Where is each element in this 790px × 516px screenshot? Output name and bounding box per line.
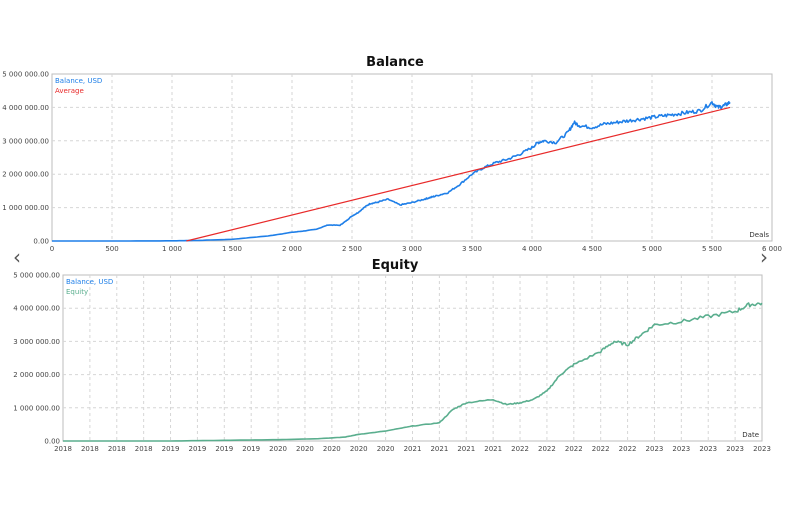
equity-x-tick-label: 2020 (377, 445, 395, 453)
balance-x-tick-label: 1 500 (222, 245, 242, 253)
equity-x-tick-label: 2020 (350, 445, 368, 453)
balance-x-axis-label: Deals (749, 231, 769, 239)
balance-y-tick-label: 3 000 000.00 (2, 137, 49, 145)
equity-x-tick-label: 2022 (592, 445, 610, 453)
balance-x-tick-label: 500 (105, 245, 118, 253)
equity-x-tick-label: 2020 (269, 445, 287, 453)
equity-x-tick-label: 2023 (753, 445, 771, 453)
equity-chart-title: Equity (371, 258, 419, 273)
balance-x-tick-label: 2 000 (282, 245, 302, 253)
equity-x-tick-label: 2023 (726, 445, 744, 453)
chevron-left-icon[interactable]: ‹ (13, 245, 21, 269)
balance-series-0-line (52, 101, 731, 242)
balance-x-tick-label: 5 500 (702, 245, 722, 253)
equity-y-tick-label: 3 000 000.00 (13, 338, 60, 346)
equity-x-tick-label: 2023 (672, 445, 690, 453)
equity-x-tick-label: 2020 (296, 445, 314, 453)
equity-x-tick-label: 2020 (323, 445, 341, 453)
equity-legend-entry: Balance, USD (66, 278, 113, 286)
equity-y-tick-label: 5 000 000.00 (13, 272, 60, 280)
balance-y-tick-label: 2 000 000.00 (2, 171, 49, 179)
balance-x-tick-label: 1 000 (162, 245, 182, 253)
balance-series-1-line (186, 106, 731, 242)
equity-x-tick-label: 2018 (81, 445, 99, 453)
balance-x-tick-label: 4 000 (522, 245, 542, 253)
equity-series-1-line (63, 302, 763, 442)
balance-x-tick-label: 2 500 (342, 245, 362, 253)
equity-legend-entry: Equity (66, 288, 88, 296)
equity-x-tick-label: 2019 (189, 445, 207, 453)
equity-x-tick-label: 2021 (484, 445, 502, 453)
equity-x-tick-label: 2021 (457, 445, 475, 453)
equity-x-tick-label: 2018 (135, 445, 153, 453)
balance-x-tick-label: 3 500 (462, 245, 482, 253)
balance-chart-title: Balance (366, 55, 424, 70)
balance-x-tick-label: 3 000 (402, 245, 422, 253)
equity-x-axis-label: Date (742, 431, 759, 439)
balance-legend-entry: Balance, USD (55, 77, 102, 85)
equity-x-tick-label: 2019 (242, 445, 260, 453)
equity-x-tick-label: 2021 (404, 445, 422, 453)
equity-x-tick-label: 2018 (108, 445, 126, 453)
equity-x-tick-label: 2022 (538, 445, 556, 453)
equity-x-tick-label: 2018 (54, 445, 72, 453)
balance-x-tick-label: 4 500 (582, 245, 602, 253)
equity-x-tick-label: 2023 (699, 445, 717, 453)
balance-x-tick-label: 0 (50, 245, 54, 253)
equity-x-tick-label: 2022 (511, 445, 529, 453)
balance-y-tick-label: 0.00 (33, 238, 49, 246)
equity-x-tick-label: 2022 (565, 445, 583, 453)
equity-y-tick-label: 4 000 000.00 (13, 305, 60, 313)
chevron-right-icon[interactable]: › (760, 245, 768, 269)
equity-x-tick-label: 2022 (619, 445, 637, 453)
equity-x-tick-label: 2019 (215, 445, 233, 453)
balance-y-tick-label: 5 000 000.00 (2, 71, 49, 79)
balance-x-tick-label: 6 000 (762, 245, 782, 253)
balance-y-tick-label: 4 000 000.00 (2, 104, 49, 112)
equity-x-tick-label: 2023 (646, 445, 664, 453)
equity-x-tick-label: 2019 (162, 445, 180, 453)
balance-y-tick-label: 1 000 000.00 (2, 204, 49, 212)
balance-legend-entry: Average (55, 87, 84, 95)
equity-y-tick-label: 2 000 000.00 (13, 371, 60, 379)
equity-y-tick-label: 1 000 000.00 (13, 404, 60, 412)
equity-x-tick-label: 2021 (430, 445, 448, 453)
equity-y-tick-label: 0.00 (44, 438, 60, 446)
balance-x-tick-label: 5 000 (642, 245, 662, 253)
